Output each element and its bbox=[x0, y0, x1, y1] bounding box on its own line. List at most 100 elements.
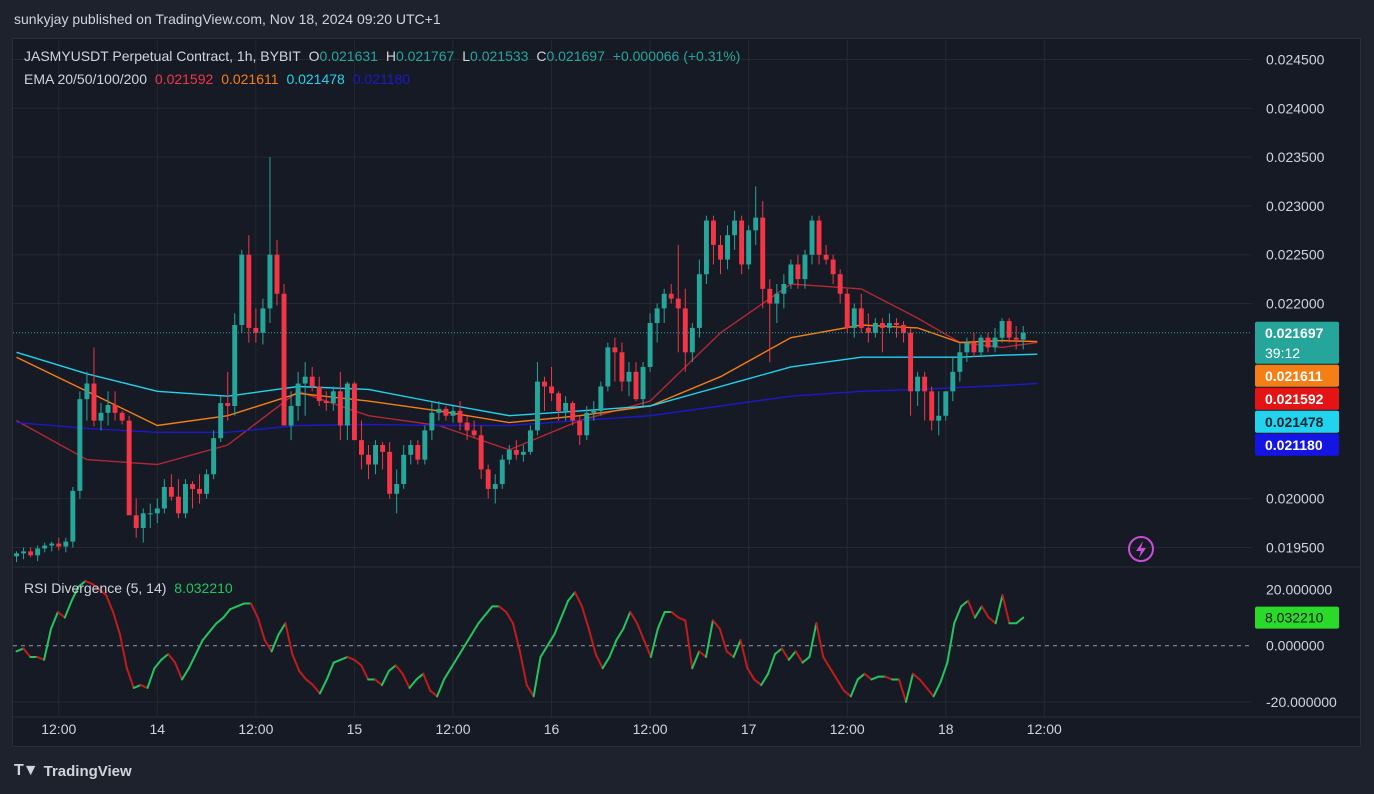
candle[interactable] bbox=[1020, 332, 1026, 340]
candle[interactable] bbox=[218, 403, 224, 439]
candle[interactable] bbox=[401, 454, 407, 485]
candle[interactable] bbox=[781, 283, 787, 294]
candle[interactable] bbox=[626, 371, 632, 382]
candle[interactable] bbox=[689, 327, 695, 353]
candle[interactable] bbox=[549, 386, 555, 394]
candle[interactable] bbox=[703, 220, 709, 275]
candle[interactable] bbox=[739, 220, 745, 265]
candle[interactable] bbox=[443, 408, 449, 416]
candle[interactable] bbox=[91, 383, 97, 421]
candle[interactable] bbox=[28, 551, 34, 556]
candle[interactable] bbox=[964, 342, 970, 353]
candle[interactable] bbox=[929, 391, 935, 421]
candle[interactable] bbox=[872, 323, 878, 333]
candle[interactable] bbox=[260, 308, 266, 333]
candle[interactable] bbox=[971, 342, 977, 353]
candle[interactable] bbox=[478, 435, 484, 470]
candle[interactable] bbox=[380, 445, 386, 452]
candle[interactable] bbox=[246, 254, 252, 328]
candle[interactable] bbox=[978, 337, 984, 353]
candle[interactable] bbox=[668, 293, 674, 299]
candle[interactable] bbox=[485, 469, 491, 489]
candle[interactable] bbox=[605, 347, 611, 387]
candle[interactable] bbox=[126, 420, 132, 516]
lightning-icon[interactable] bbox=[1128, 536, 1154, 562]
ema-label[interactable]: EMA 20/50/100/200 bbox=[24, 71, 147, 87]
candle[interactable] bbox=[527, 430, 533, 452]
candle[interactable] bbox=[168, 486, 174, 497]
candle[interactable] bbox=[415, 445, 421, 460]
candle[interactable] bbox=[133, 515, 139, 528]
candle[interactable] bbox=[710, 220, 716, 245]
candle[interactable] bbox=[985, 337, 991, 348]
candle[interactable] bbox=[281, 293, 287, 426]
candle[interactable] bbox=[640, 366, 646, 400]
candle[interactable] bbox=[253, 327, 259, 333]
candle[interactable] bbox=[21, 551, 27, 554]
candle[interactable] bbox=[584, 412, 590, 436]
candle[interactable] bbox=[140, 513, 146, 528]
candle[interactable] bbox=[732, 220, 738, 236]
candle[interactable] bbox=[344, 383, 350, 426]
candle[interactable] bbox=[330, 391, 336, 404]
candle[interactable] bbox=[267, 254, 273, 309]
candle[interactable] bbox=[901, 324, 906, 333]
candle[interactable] bbox=[56, 543, 62, 547]
candle[interactable] bbox=[175, 496, 181, 514]
candle[interactable] bbox=[851, 308, 857, 328]
candle[interactable] bbox=[598, 386, 604, 411]
candle[interactable] bbox=[844, 293, 850, 328]
candle[interactable] bbox=[633, 371, 639, 400]
candle[interactable] bbox=[865, 327, 871, 333]
candle[interactable] bbox=[70, 490, 76, 542]
candle[interactable] bbox=[337, 391, 343, 426]
candle[interactable] bbox=[77, 399, 83, 491]
candle[interactable] bbox=[105, 404, 111, 413]
candle[interactable] bbox=[309, 376, 315, 387]
candle[interactable] bbox=[471, 430, 477, 436]
candle[interactable] bbox=[788, 264, 794, 284]
candle[interactable] bbox=[577, 420, 583, 436]
candle[interactable] bbox=[302, 376, 308, 384]
candle[interactable] bbox=[816, 220, 822, 255]
candle[interactable] bbox=[274, 254, 280, 294]
candle[interactable] bbox=[351, 383, 357, 441]
candle[interactable] bbox=[232, 324, 238, 406]
candle[interactable] bbox=[492, 484, 498, 489]
candle[interactable] bbox=[654, 308, 660, 324]
candle[interactable] bbox=[894, 323, 899, 325]
candle[interactable] bbox=[225, 403, 231, 406]
candle[interactable] bbox=[84, 383, 90, 400]
candle[interactable] bbox=[464, 422, 470, 431]
candle[interactable] bbox=[992, 337, 998, 348]
candle[interactable] bbox=[366, 454, 371, 465]
candle[interactable] bbox=[675, 298, 681, 309]
symbol-title[interactable]: JASMYUSDT Perpetual Contract, 1h, BYBIT bbox=[24, 48, 301, 64]
candle[interactable] bbox=[63, 541, 69, 547]
candle[interactable] bbox=[457, 410, 463, 423]
candle[interactable] bbox=[35, 548, 41, 556]
candle[interactable] bbox=[422, 430, 428, 460]
candle[interactable] bbox=[211, 438, 217, 475]
candle[interactable] bbox=[323, 401, 329, 404]
candle[interactable] bbox=[802, 254, 808, 280]
candle[interactable] bbox=[1013, 337, 1019, 340]
candle[interactable] bbox=[513, 449, 519, 455]
candle[interactable] bbox=[746, 230, 752, 265]
candle[interactable] bbox=[950, 371, 956, 392]
candle[interactable] bbox=[795, 264, 801, 280]
candle[interactable] bbox=[823, 254, 829, 260]
candle[interactable] bbox=[316, 386, 322, 402]
candle[interactable] bbox=[619, 352, 625, 382]
candle[interactable] bbox=[612, 347, 618, 353]
candle[interactable] bbox=[915, 376, 921, 392]
candle[interactable] bbox=[520, 451, 526, 455]
candle[interactable] bbox=[563, 403, 569, 411]
candle[interactable] bbox=[936, 415, 942, 421]
candle[interactable] bbox=[908, 332, 914, 392]
candle[interactable] bbox=[147, 513, 153, 515]
tradingview-brand[interactable]: T▼ TradingView bbox=[14, 762, 132, 780]
candle[interactable] bbox=[556, 393, 562, 411]
candle[interactable] bbox=[190, 484, 195, 489]
